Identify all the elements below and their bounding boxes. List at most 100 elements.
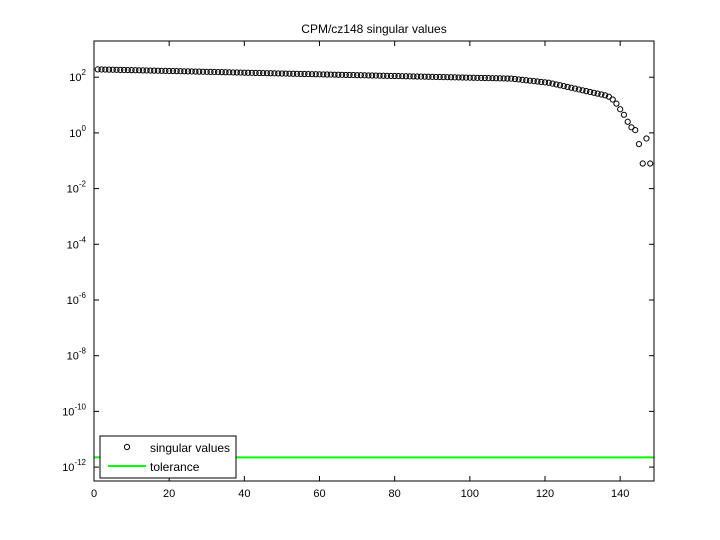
singular-value-point	[316, 71, 323, 78]
y-tick-base: 10	[69, 72, 81, 84]
y-tick-exponent: -4	[79, 235, 87, 244]
singular-value-point	[369, 72, 376, 79]
singular-value-point	[151, 67, 158, 74]
singular-value-point	[500, 75, 507, 82]
y-tick-base: 10	[67, 239, 79, 251]
legend-tolerance-label: tolerance	[150, 460, 200, 474]
x-tick-label: 140	[611, 488, 629, 500]
singular-value-point	[451, 74, 458, 81]
singular-value-point	[361, 72, 368, 79]
singular-value-point	[635, 140, 643, 148]
singular-value-point	[436, 73, 443, 81]
singular-value-point	[508, 75, 515, 82]
singular-value-point	[365, 72, 372, 79]
singular-value-point	[297, 70, 304, 78]
singular-value-point	[395, 72, 402, 80]
singular-value-point	[402, 73, 410, 80]
singular-value-point	[432, 73, 440, 81]
singular-value-point	[136, 67, 143, 74]
x-tick-label: 20	[163, 488, 175, 500]
singular-value-point	[575, 86, 582, 93]
singular-value-point	[350, 71, 357, 79]
singular-value-point	[579, 87, 586, 94]
singular-value-point	[222, 69, 229, 76]
legend-singular-values-marker	[123, 443, 131, 451]
legend: singular values tolerance	[99, 435, 237, 479]
plot-background	[94, 41, 654, 481]
singular-value-point	[387, 72, 395, 80]
singular-value-point	[391, 72, 398, 80]
singular-value-point	[399, 73, 406, 80]
singular-value-point	[474, 74, 481, 81]
singular-value-point	[199, 68, 207, 75]
x-tick-label: 100	[461, 488, 479, 500]
singular-value-point	[380, 72, 387, 79]
y-tick-label: 10-10	[62, 402, 86, 418]
singular-value-point	[425, 73, 432, 80]
y-tick-exponent: -10	[74, 402, 86, 411]
x-tick-label: 40	[238, 488, 250, 500]
singular-value-point	[139, 67, 146, 74]
singular-value-point	[556, 82, 564, 89]
singular-value-point	[564, 83, 571, 91]
singular-value-point	[293, 70, 301, 77]
singular-value-point	[301, 70, 308, 78]
y-tick-label: 102	[69, 68, 86, 84]
singular-value-point	[523, 77, 530, 84]
singular-value-point	[94, 66, 101, 73]
singular-value-point	[647, 160, 654, 167]
singular-value-point	[353, 72, 361, 79]
y-tick-exponent: -8	[79, 347, 87, 356]
singular-value-point	[639, 160, 646, 167]
singular-value-point	[124, 66, 131, 74]
singular-value-point	[515, 76, 522, 83]
axes: 0 20 40 60 80 100 120 14010210010-210-410-610-8…	[62, 40, 655, 500]
singular-value-point	[211, 68, 218, 76]
singular-value-point	[549, 80, 556, 87]
y-tick-label: 10-12	[62, 458, 86, 474]
singular-value-point	[323, 71, 331, 78]
singular-value-point	[147, 67, 154, 74]
singular-value-point	[541, 79, 549, 86]
singular-value-point	[154, 67, 161, 74]
singular-value-point	[181, 68, 188, 75]
singular-value-point	[440, 73, 447, 81]
singular-value-point	[192, 68, 199, 75]
singular-value-point	[305, 70, 312, 78]
y-tick-base: 10	[62, 406, 74, 418]
singular-value-point	[290, 70, 297, 77]
singular-value-point	[376, 72, 383, 79]
y-tick-exponent: -2	[79, 180, 87, 189]
singular-value-point	[308, 71, 316, 78]
singular-value-point	[244, 69, 252, 76]
singular-value-point	[421, 73, 428, 80]
singular-value-point	[196, 68, 203, 75]
singular-value-point	[590, 89, 597, 96]
x-tick-label: 120	[536, 488, 554, 500]
singular-value-point	[545, 79, 552, 86]
singular-value-point	[158, 67, 165, 74]
singular-value-point	[417, 73, 425, 80]
singular-value-point	[162, 67, 169, 75]
singular-value-point	[282, 70, 289, 77]
singular-value-point	[587, 88, 594, 96]
singular-value-point	[248, 69, 255, 76]
y-tick-label: 10-2	[67, 180, 87, 196]
singular-value-point	[372, 72, 379, 79]
singular-value-point	[260, 69, 267, 77]
singular-value-point	[602, 92, 609, 99]
singular-value-point	[132, 67, 139, 74]
singular-value-point	[609, 96, 616, 103]
singular-value-point	[207, 68, 214, 76]
singular-value-point	[312, 71, 319, 78]
singular-value-point	[335, 71, 342, 78]
singular-value-point	[553, 81, 560, 88]
y-tick-base: 10	[69, 128, 81, 140]
singular-value-point	[643, 135, 650, 142]
x-tick-label: 0	[91, 488, 97, 500]
singular-value-point	[526, 77, 534, 84]
plot-area	[94, 41, 654, 481]
singular-value-point	[493, 75, 500, 82]
singular-value-point	[184, 68, 192, 75]
singular-value-point	[568, 84, 575, 91]
